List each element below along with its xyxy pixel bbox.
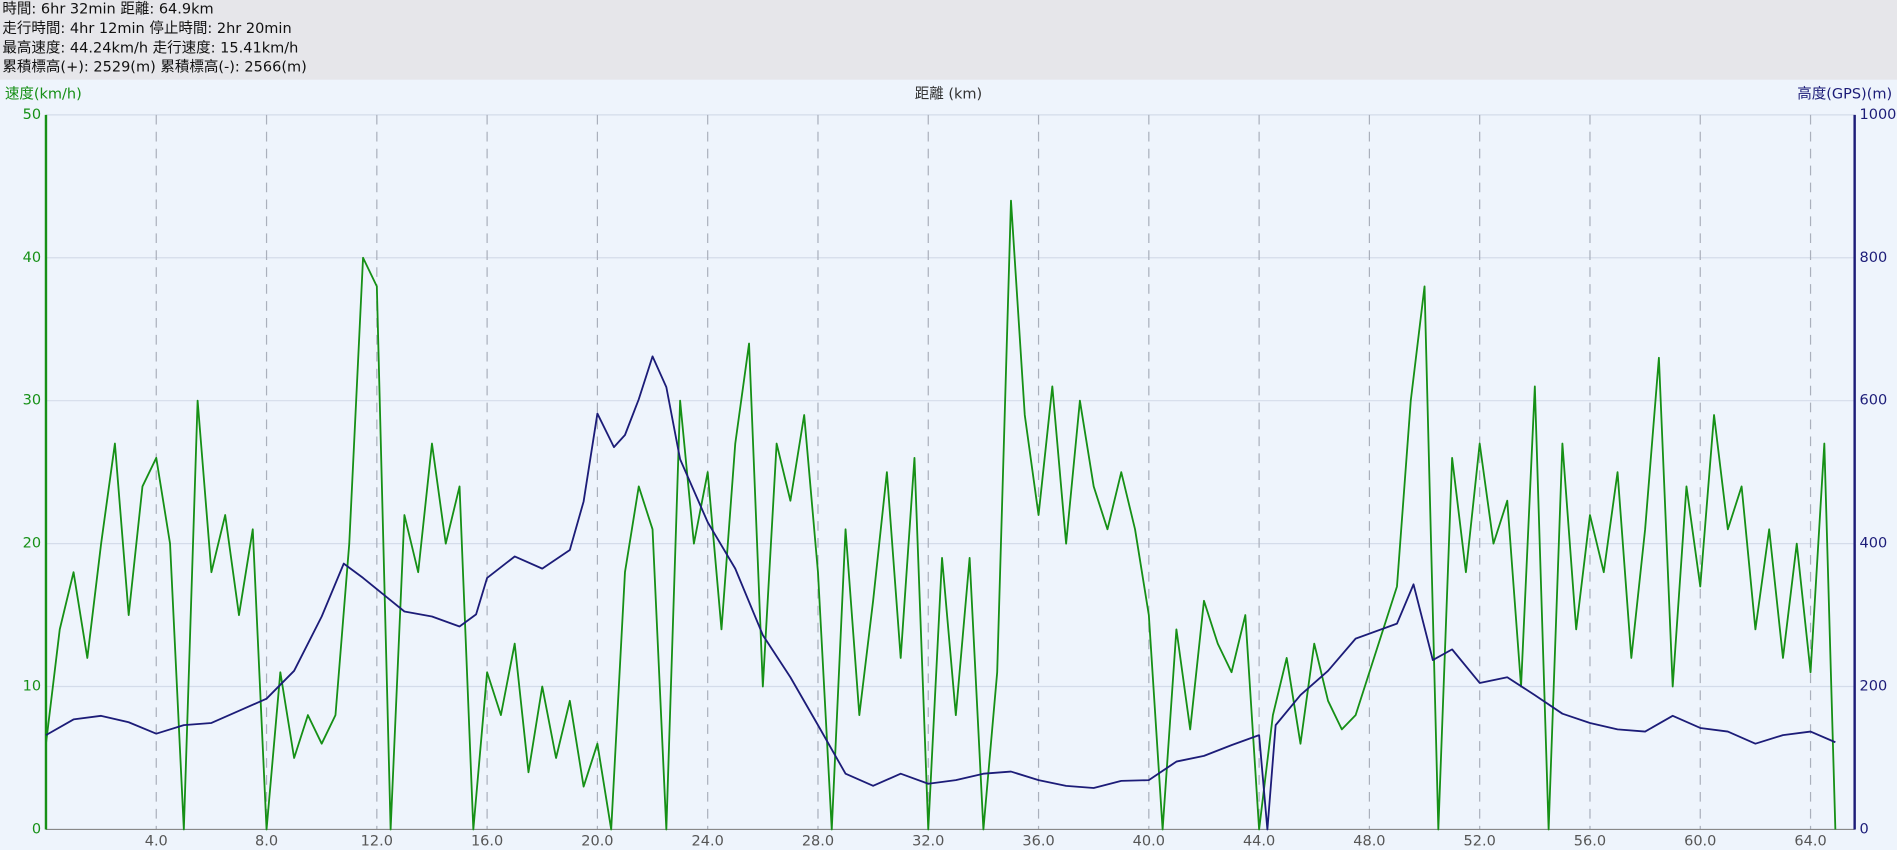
x-tick-label: 16.0 <box>471 834 503 850</box>
y-tick-label: 40 <box>23 250 41 266</box>
y2-tick-label: 200 <box>1859 679 1887 695</box>
plot-panel <box>0 79 1897 850</box>
series-line <box>45 355 1836 831</box>
y-tick-label: 10 <box>23 679 41 695</box>
x-tick-label: 48.0 <box>1353 834 1385 850</box>
x-tick-label: 56.0 <box>1574 834 1606 850</box>
x-tick-label: 40.0 <box>1133 834 1165 850</box>
x-tick-label: 4.0 <box>145 834 168 850</box>
x-tick-label: 64.0 <box>1794 834 1826 850</box>
header-line: 最高速度: 44.24km/h 走行速度: 15.41km/h <box>2 39 298 56</box>
header-panel <box>0 0 1897 80</box>
x-tick-label: 8.0 <box>255 834 278 850</box>
x-tick-label: 28.0 <box>802 834 834 850</box>
header-line: 走行時間: 4hr 12min 停止時間: 2hr 20min <box>2 20 291 37</box>
x-tick-label: 60.0 <box>1684 834 1716 850</box>
y2-tick-label: 1000 <box>1859 107 1896 123</box>
y-tick-label: 50 <box>23 107 41 123</box>
x-tick-label: 12.0 <box>361 834 393 850</box>
x-tick-label: 36.0 <box>1022 834 1054 850</box>
x-tick-label: 24.0 <box>692 834 724 850</box>
y2-axis-label: 高度(GPS)(m) <box>1797 85 1892 102</box>
header-line: 累積標高(+): 2529(m) 累積標高(-): 2566(m) <box>2 59 306 76</box>
header-line: 時間: 6hr 32min 距離: 64.9km <box>2 0 213 18</box>
x-tick-label: 44.0 <box>1243 834 1275 850</box>
y2-tick-label: 600 <box>1859 393 1887 409</box>
x-axis-label: 距離 (km) <box>915 84 982 102</box>
y-tick-label: 20 <box>23 536 41 552</box>
y2-tick-label: 0 <box>1859 821 1868 837</box>
x-tick-label: 20.0 <box>581 834 613 850</box>
y-tick-label: 0 <box>32 821 41 837</box>
x-tick-label: 32.0 <box>912 834 944 850</box>
x-tick-label: 52.0 <box>1464 834 1496 850</box>
series-line <box>45 199 1837 831</box>
y2-tick-label: 800 <box>1859 250 1887 266</box>
y-tick-label: 30 <box>23 393 41 409</box>
y-axis-label: 速度(km/h) <box>5 85 82 102</box>
y2-tick-label: 400 <box>1859 536 1887 552</box>
